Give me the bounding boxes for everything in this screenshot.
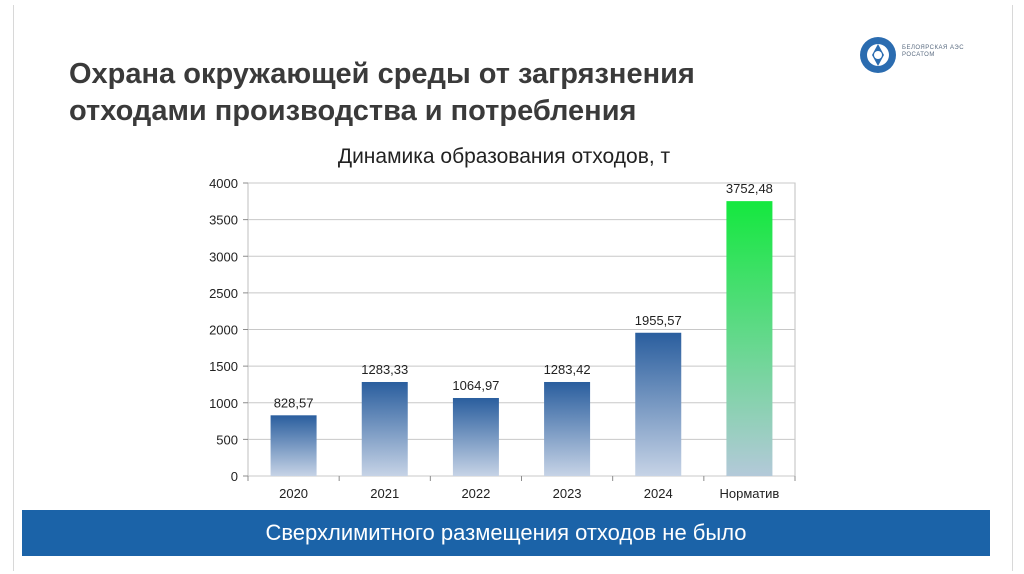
bar: [361, 381, 408, 476]
data-label: 1283,33: [361, 362, 408, 377]
slide-frame: [13, 5, 1013, 571]
x-tick-label: 2022: [461, 486, 490, 501]
data-label: 1283,42: [544, 362, 591, 377]
y-tick-label: 500: [216, 432, 238, 447]
data-label: 1064,97: [452, 378, 499, 393]
slide-title-line-2: отходами производства и потребления: [69, 95, 637, 127]
y-tick-label: 4000: [209, 176, 238, 191]
y-tick-label: 3500: [209, 213, 238, 228]
rosatom-emblem-icon: [860, 37, 896, 73]
bar: [544, 381, 591, 476]
chart-title: Динамика образования отходов, т: [338, 145, 671, 168]
logo-text: БЕЛОЯРСКАЯ АЭС РОСАТОМ: [902, 45, 965, 58]
bar: [452, 397, 499, 476]
bar: [270, 415, 317, 476]
rosatom-logo: БЕЛОЯРСКАЯ АЭС РОСАТОМ: [858, 33, 968, 83]
x-tick-label: 2024: [644, 486, 673, 501]
y-tick-label: 1000: [209, 396, 238, 411]
x-tick-label: Норматив: [719, 486, 779, 501]
data-label: 1955,57: [635, 313, 682, 328]
y-tick-label: 1500: [209, 359, 238, 374]
status-banner: Сверхлимитного размещения отходов не был…: [22, 510, 990, 556]
slide-title: Охрана окружающей среды от загрязнения о…: [69, 56, 829, 130]
y-tick-label: 0: [231, 469, 238, 484]
y-tick-label: 2500: [209, 286, 238, 301]
bar: [635, 332, 682, 476]
data-label: 828,57: [274, 395, 314, 410]
y-tick-label: 3000: [209, 249, 238, 264]
slide-title-line-1: Охрана окружающей среды от загрязнения: [69, 58, 695, 90]
x-tick-label: 2023: [553, 486, 582, 501]
banner-text: Сверхлимитного размещения отходов не был…: [265, 520, 747, 545]
y-tick-label: 2000: [209, 323, 238, 338]
data-label: 3752,48: [726, 181, 773, 196]
x-tick-label: 2021: [370, 486, 399, 501]
bar: [726, 201, 773, 476]
x-tick-label: 2020: [279, 486, 308, 501]
